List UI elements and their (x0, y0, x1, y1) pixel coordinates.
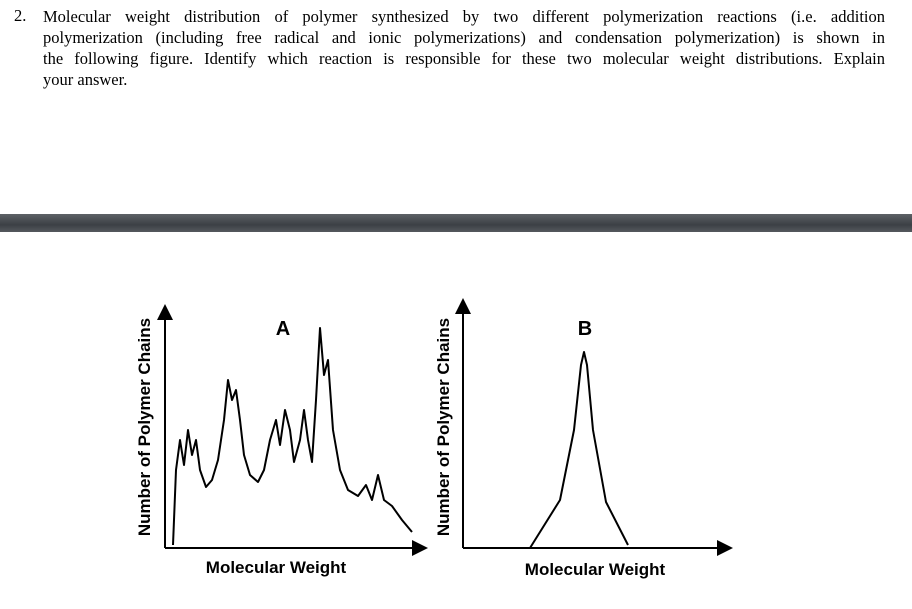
question-number: 2. (14, 6, 27, 25)
x-axis-label: Molecular Weight (206, 558, 347, 577)
panel-label: A (276, 318, 290, 340)
panel-label: B (578, 318, 592, 340)
question-line: your answer. (43, 70, 128, 89)
divider-bar (0, 214, 912, 232)
distribution-curve (529, 351, 629, 549)
distribution-curve (172, 327, 413, 546)
question-line: Molecular weight distribution of polymer… (43, 7, 885, 26)
x-axis-label: Molecular Weight (525, 560, 666, 579)
question-text: Molecular weight distribution of polymer… (43, 6, 885, 90)
y-axis-label: Number of Polymer Chains (135, 318, 154, 536)
question-line: the following figure. Identify which rea… (43, 49, 885, 68)
question-line: polymerization (including free radical a… (43, 28, 885, 47)
y-axis-label: Number of Polymer Chains (434, 318, 453, 536)
